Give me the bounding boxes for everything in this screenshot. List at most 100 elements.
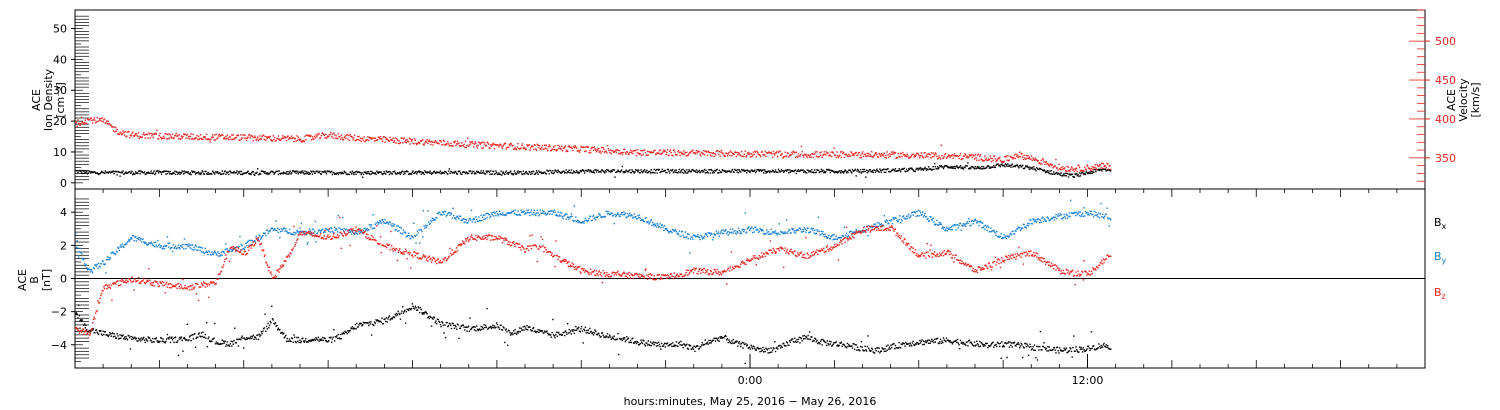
data-point (538, 170, 540, 172)
data-point (464, 171, 466, 174)
data-point (875, 152, 877, 154)
data-point (457, 324, 459, 326)
data-point (683, 343, 686, 346)
data-point (1097, 347, 1099, 349)
data-point (239, 139, 241, 142)
data-point (532, 170, 535, 173)
data-point (522, 170, 524, 172)
data-point (80, 170, 82, 173)
data-point (700, 170, 703, 172)
data-point (887, 168, 889, 170)
data-point (891, 169, 894, 171)
data-point (222, 173, 224, 175)
data-point (421, 139, 423, 142)
data-point (370, 334, 373, 336)
data-point (649, 151, 651, 153)
data-point (453, 324, 455, 327)
data-point (964, 153, 966, 155)
data-point (829, 154, 832, 157)
data-point (968, 339, 971, 341)
data-point (880, 152, 883, 155)
data-point (136, 172, 138, 174)
data-point (587, 168, 590, 171)
data-point (221, 170, 223, 172)
data-point (303, 140, 306, 143)
data-point (430, 221, 433, 223)
data-point (209, 173, 212, 175)
data-point (407, 234, 409, 237)
data-point (225, 173, 227, 175)
data-point (202, 136, 205, 138)
data-point (159, 132, 161, 135)
data-point (1109, 348, 1111, 350)
data-point (636, 169, 638, 172)
data-point (947, 154, 950, 156)
data-point (737, 154, 739, 156)
data-point (161, 248, 163, 250)
data-point (580, 170, 582, 173)
data-point (585, 170, 587, 172)
data-point (77, 304, 80, 306)
data-point (75, 169, 77, 172)
data-point (1103, 342, 1105, 345)
data-point (970, 154, 972, 156)
data-point (757, 153, 760, 155)
data-point (245, 336, 248, 339)
data-point (1074, 173, 1076, 175)
data-point (316, 232, 319, 234)
data-point (355, 173, 357, 176)
data-point (131, 170, 133, 172)
data-point (502, 171, 505, 173)
data-point (280, 138, 283, 140)
data-point (78, 170, 81, 172)
data-point (611, 150, 613, 152)
data-point (311, 339, 313, 341)
data-point (685, 155, 687, 157)
data-point (111, 332, 113, 335)
data-point (783, 171, 785, 174)
data-point (103, 119, 105, 121)
data-point (450, 213, 453, 215)
data-point (655, 345, 658, 347)
data-point (324, 337, 326, 340)
data-point (733, 153, 735, 155)
data-point (730, 342, 732, 345)
data-point (717, 339, 719, 342)
data-point (601, 169, 603, 171)
data-point (822, 171, 825, 174)
data-point (315, 170, 317, 173)
data-point (1088, 167, 1090, 170)
data-point (1013, 165, 1015, 168)
data-point (420, 140, 422, 142)
data-point (158, 135, 160, 137)
data-point (262, 134, 265, 137)
data-point (988, 345, 991, 347)
data-point (1107, 345, 1109, 347)
data-point (174, 135, 176, 137)
data-point (598, 171, 601, 173)
data-point (629, 151, 631, 154)
data-point (995, 164, 997, 167)
data-point (120, 246, 123, 248)
data-point (1019, 346, 1021, 349)
data-point (429, 141, 431, 143)
data-point (139, 135, 141, 138)
data-point (805, 155, 808, 157)
data-point (1053, 165, 1056, 167)
data-point (683, 343, 685, 345)
data-point (1015, 153, 1017, 156)
data-point (182, 350, 184, 352)
data-point (999, 159, 1002, 162)
data-point (470, 141, 473, 143)
data-point (322, 228, 324, 230)
data-point (992, 166, 994, 168)
data-point (424, 227, 426, 229)
data-point (288, 136, 291, 139)
data-point (566, 323, 569, 325)
data-point (820, 151, 823, 153)
data-point (738, 340, 741, 343)
data-point (691, 150, 693, 152)
data-point (544, 144, 546, 146)
data-point (194, 136, 197, 139)
data-point (667, 168, 669, 171)
